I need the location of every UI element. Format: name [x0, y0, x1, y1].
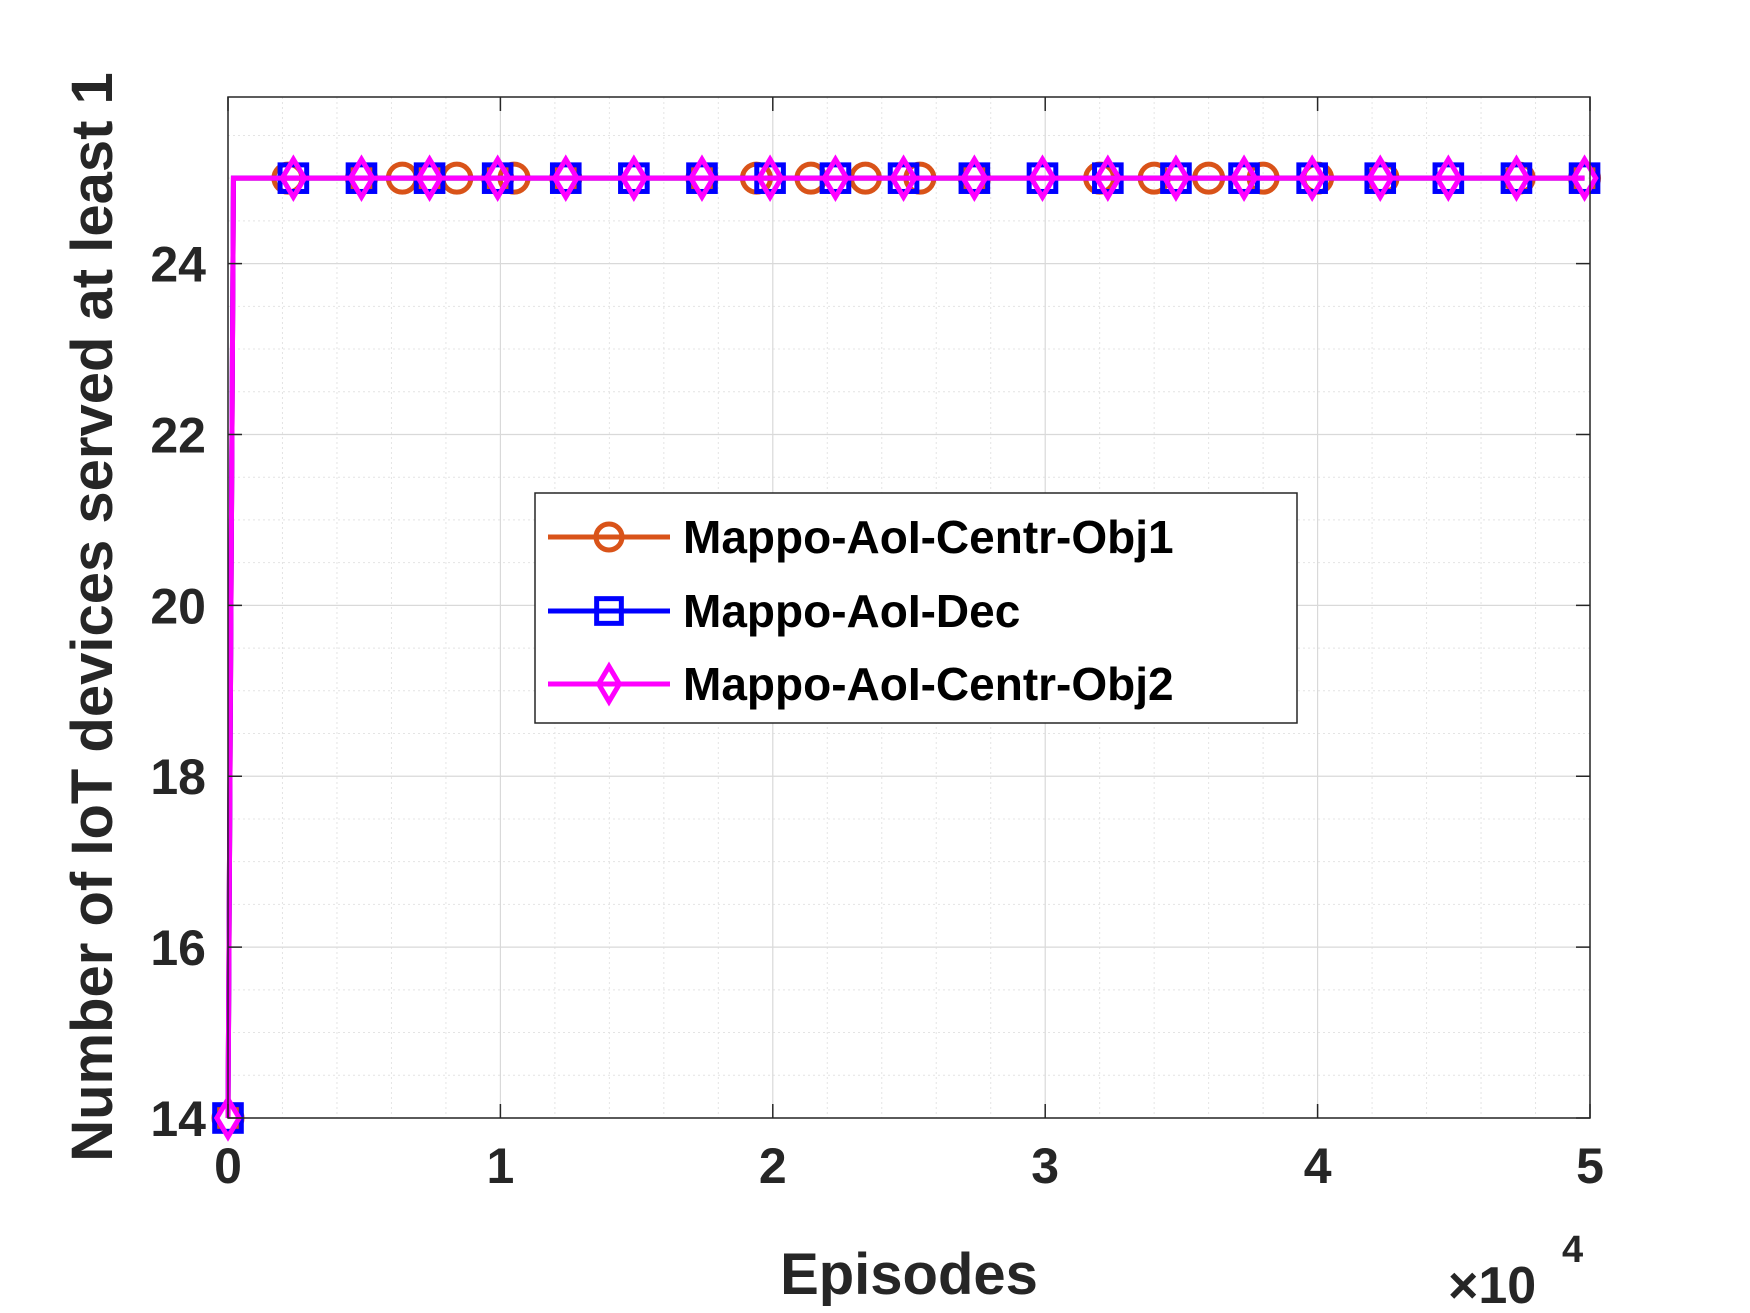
y-tick-label: 18 — [150, 749, 206, 805]
series-point-diamond — [595, 661, 623, 707]
series-point-diamond — [1161, 154, 1191, 202]
x-tick-label: 1 — [486, 1138, 514, 1194]
plot-frame — [227, 96, 1591, 1119]
legend-label: Mappo-AoI-Centr-Obj2 — [683, 658, 1174, 710]
y-tick-label: 20 — [150, 578, 206, 634]
x-tick-label: 4 — [1304, 1138, 1332, 1194]
series-point-diamond — [1229, 154, 1259, 202]
series-point-diamond — [279, 154, 308, 202]
x-tick-label: 5 — [1576, 1138, 1604, 1194]
legend-label: Mappo-AoI-Centr-Obj1 — [683, 511, 1174, 563]
x-tick-label: 0 — [214, 1138, 242, 1194]
legend: Mappo-AoI-Centr-Obj1 Mappo-AoI-Dec Mappo-A… — [534, 492, 1298, 724]
series-point-diamond — [1434, 154, 1463, 202]
x-axis-label: Episodes — [780, 1242, 1038, 1307]
x-exponent-base: ×10 — [1448, 1257, 1536, 1313]
x-tick-label: 2 — [759, 1138, 787, 1194]
series-layer — [211, 154, 1602, 1142]
x-exponent-multiplier: ×10 4 — [1448, 1229, 1583, 1313]
series-point-diamond — [1570, 154, 1599, 202]
x-tick-labels: 0 1 2 3 4 5 — [214, 1138, 1604, 1194]
legend-label: Mappo-AoI-Dec — [683, 585, 1020, 637]
series-point-diamond — [960, 154, 989, 202]
series-point-diamond — [821, 154, 850, 202]
series-point-diamond — [1298, 154, 1327, 202]
y-tick-label: 14 — [150, 1091, 206, 1147]
series-point-diamond — [1093, 154, 1122, 202]
axis-ticks — [227, 97, 1591, 1119]
series-point-diamond — [1366, 154, 1395, 202]
legend-entry-2: Mappo-AoI-Dec — [548, 585, 1020, 637]
series-point-diamond — [347, 154, 376, 202]
series-line — [225, 175, 1585, 1119]
series-point-diamond — [687, 154, 717, 202]
y-tick-labels: 14 16 18 20 22 24 — [150, 237, 206, 1147]
legend-entry-3: Mappo-AoI-Centr-Obj2 — [548, 658, 1174, 710]
series-point-diamond — [415, 154, 444, 202]
legend-entries: Mappo-AoI-Centr-Obj1 Mappo-AoI-Dec Mappo-A… — [548, 511, 1174, 710]
legend-entry-1: Mappo-AoI-Centr-Obj1 — [548, 511, 1174, 563]
series-point-circle — [593, 521, 625, 553]
series-point-diamond — [889, 154, 918, 202]
series-point-diamond — [1502, 154, 1531, 202]
y-tick-label: 16 — [150, 920, 206, 976]
series-point-diamond — [551, 154, 580, 202]
series-point-diamond — [755, 154, 785, 202]
series-point-diamond — [483, 154, 512, 202]
x-exponent-power: 4 — [1562, 1229, 1583, 1271]
series-point-diamond — [213, 1094, 243, 1142]
series-point-diamond — [1028, 154, 1057, 202]
series-3 — [213, 154, 1599, 1142]
series-point-diamond — [619, 154, 648, 202]
y-tick-label: 24 — [150, 237, 206, 293]
y-tick-label: 22 — [150, 407, 206, 463]
series-point-square — [594, 596, 624, 626]
y-axis-label: Number of IoT devices served at least 1 — [60, 72, 125, 1162]
x-tick-label: 3 — [1031, 1138, 1059, 1194]
